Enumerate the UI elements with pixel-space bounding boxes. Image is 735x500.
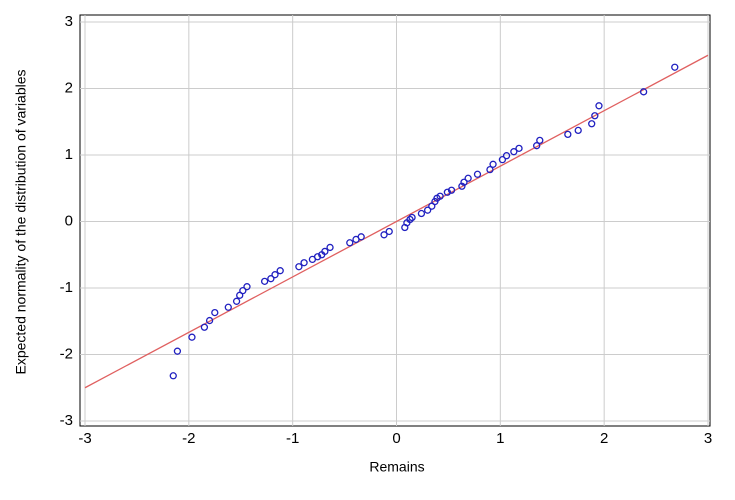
x-tick-label: -2: [182, 430, 195, 447]
point: [224, 303, 232, 311]
point: [510, 148, 518, 156]
point: [458, 182, 466, 190]
point: [357, 233, 365, 241]
point: [267, 275, 275, 283]
reference-line: [84, 54, 709, 389]
point: [464, 174, 472, 182]
point: [276, 267, 284, 275]
point: [346, 239, 354, 247]
point: [326, 243, 334, 252]
point: [173, 347, 182, 355]
y-tick-label: 1: [65, 146, 73, 163]
point: [313, 253, 322, 261]
point: [188, 333, 196, 341]
point: [385, 227, 393, 236]
point: [321, 247, 329, 256]
x-axis-label: Remains: [369, 459, 424, 475]
point: [300, 259, 308, 267]
point: [295, 263, 303, 271]
point: [473, 170, 482, 178]
point: [406, 215, 414, 224]
point: [447, 186, 456, 194]
point: [380, 231, 388, 239]
y-tick-label: 3: [65, 13, 73, 30]
point: [564, 130, 572, 139]
point: [408, 213, 416, 222]
y-tick-label: -2: [60, 345, 73, 362]
x-tick-label: 0: [392, 430, 400, 447]
x-tick-label: -1: [286, 430, 299, 447]
point: [574, 126, 582, 135]
y-tick-label: 0: [65, 212, 73, 229]
point: [239, 287, 247, 295]
y-axis-label: Expected normality of the distribution o…: [13, 69, 29, 374]
y-tick-label: -1: [60, 279, 73, 296]
point: [486, 165, 494, 174]
point: [671, 63, 679, 71]
point: [591, 112, 599, 120]
point: [169, 372, 177, 380]
x-tick-label: 3: [704, 430, 712, 447]
point: [271, 271, 279, 279]
point: [515, 144, 523, 153]
y-tick-label: 2: [65, 79, 73, 96]
point: [533, 142, 541, 150]
point: [588, 120, 596, 128]
point: [260, 277, 269, 286]
point: [443, 188, 452, 196]
point: [436, 192, 444, 200]
point: [211, 308, 219, 317]
point: [460, 178, 468, 186]
y-tick-label: -3: [60, 412, 73, 429]
point: [205, 316, 214, 325]
x-tick-label: -3: [78, 430, 91, 447]
point: [536, 136, 544, 145]
point: [498, 156, 507, 164]
point: [200, 323, 209, 331]
point: [489, 160, 497, 168]
point: [595, 102, 603, 110]
point: [232, 297, 241, 305]
x-tick-label: 2: [600, 430, 608, 447]
point: [243, 283, 251, 291]
x-tick-label: 1: [496, 430, 504, 447]
plot-area: [79, 14, 711, 427]
point: [417, 209, 426, 218]
point: [639, 88, 648, 96]
point: [502, 152, 511, 160]
point: [423, 206, 432, 214]
